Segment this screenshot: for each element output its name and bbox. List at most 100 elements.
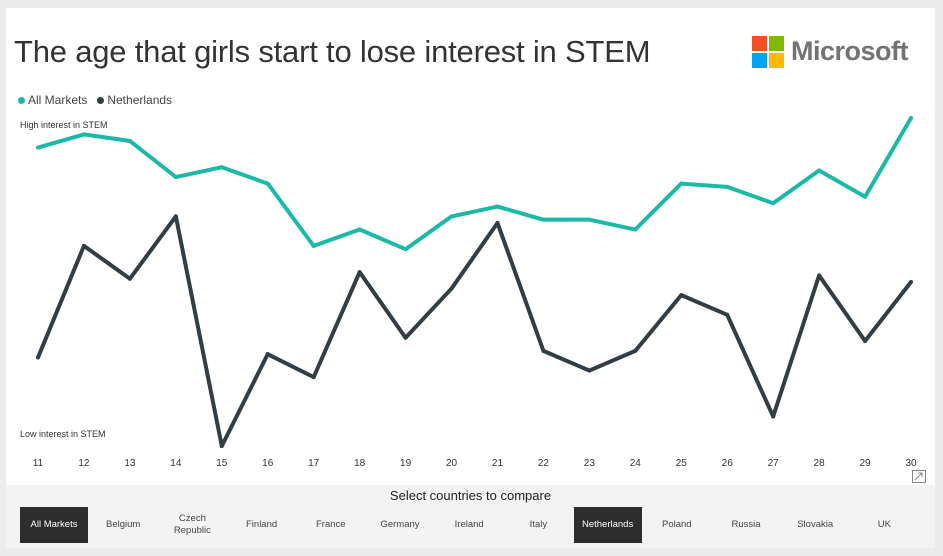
data-point[interactable] [127,138,132,143]
country-button-italy[interactable]: Italy [504,507,572,543]
data-point[interactable] [311,243,316,248]
data-point[interactable] [449,286,454,291]
data-point[interactable] [679,181,684,186]
line-chart: 11 12 13 14 15 16 17 18 19 20 21 22 23 24 25 26 27 28 29 30 [33,116,917,469]
data-point[interactable] [449,214,454,219]
x-tick-label: 22 [538,458,550,469]
x-tick-label: 12 [78,458,90,469]
x-tick-label: 20 [446,458,458,469]
legend-item-all-markets[interactable]: All Markets [18,93,87,107]
data-point[interactable] [219,444,224,448]
data-point[interactable] [863,339,868,344]
logo-square-green [769,36,784,51]
country-button-france[interactable]: France [297,507,365,543]
data-point[interactable] [311,375,316,380]
x-tick-label: 16 [262,458,274,469]
data-point[interactable] [817,273,822,278]
data-point[interactable] [909,280,913,284]
data-point[interactable] [633,348,638,353]
x-tick-label: 29 [859,458,871,469]
low-interest-label: Low interest in STEM [20,429,106,439]
data-point[interactable] [173,214,178,219]
page-title: The age that girls start to lose interes… [14,34,651,69]
country-button-russia[interactable]: Russia [712,507,780,543]
country-button-label: Italy [529,519,548,530]
country-button-ireland[interactable]: Ireland [435,507,503,543]
data-point[interactable] [909,116,913,120]
data-point[interactable] [541,348,546,353]
data-point[interactable] [633,227,638,232]
x-tick-label: 26 [722,458,734,469]
country-button-label: Finland [246,519,278,530]
expand-icon[interactable] [912,470,926,483]
report-card: The age that girls start to lose interes… [6,8,935,548]
data-point[interactable] [219,165,224,170]
data-point[interactable] [771,201,776,206]
country-button-label: All Markets [30,519,78,530]
data-point[interactable] [127,276,132,281]
country-button-label: Poland [662,519,692,530]
data-point[interactable] [36,145,40,150]
data-point[interactable] [81,132,86,137]
country-button-uk[interactable]: UK [850,507,918,543]
data-point[interactable] [541,217,546,222]
data-point[interactable] [725,184,730,189]
x-tick-label: 30 [905,458,917,469]
country-button-row: All Markets Belgium Czech Republic Finland F… [20,507,930,543]
country-button-label: Czech Republic [173,513,211,536]
legend-dot-netherlands [97,96,105,104]
x-tick-label: 28 [814,458,826,469]
x-tick-label: 24 [630,458,642,469]
data-point[interactable] [265,181,270,186]
data-point[interactable] [679,293,684,298]
country-button-label: Netherlands [581,519,634,530]
country-button-label: Germany [380,519,420,530]
country-button-poland[interactable]: Poland [643,507,711,543]
data-point[interactable] [81,243,86,248]
data-point[interactable] [495,204,500,209]
data-point[interactable] [265,352,270,357]
series-line-all-markets[interactable] [37,116,913,252]
country-button-label: Belgium [106,519,141,530]
data-point[interactable] [495,220,500,225]
data-point[interactable] [587,217,592,222]
country-button-label: France [316,519,346,530]
country-button-netherlands[interactable]: Netherlands [573,507,642,543]
x-tick-label: 11 [33,458,44,469]
country-button-all-markets[interactable]: All Markets [20,507,88,543]
series-line-netherlands[interactable] [36,214,913,448]
data-point[interactable] [863,194,868,199]
chart-legend: All Markets Netherlands [18,93,172,107]
country-button-germany[interactable]: Germany [366,507,434,543]
data-point[interactable] [173,175,178,180]
data-point[interactable] [403,247,408,252]
data-point[interactable] [817,168,822,173]
country-button-belgium[interactable]: Belgium [89,507,157,543]
data-point[interactable] [587,368,592,373]
x-tick-label: 15 [216,458,228,469]
x-tick-label: 23 [584,458,596,469]
x-tick-label: 17 [308,458,320,469]
data-point[interactable] [725,312,730,317]
selector-label: Select countries to compare [389,488,552,503]
x-tick-label: 14 [170,458,182,469]
logo-square-red [752,36,767,51]
legend-item-netherlands[interactable]: Netherlands [97,93,172,107]
data-point[interactable] [403,335,408,340]
logo-square-blue [752,53,767,68]
country-button-slovakia[interactable]: Slovakia [781,507,849,543]
x-tick-label: 13 [124,458,136,469]
country-button-label: Russia [731,519,761,530]
x-tick-label: 27 [768,458,780,469]
data-point[interactable] [771,414,776,419]
country-button-czech-republic[interactable]: Czech Republic [158,507,226,543]
country-button-label: Ireland [454,519,484,530]
data-point[interactable] [357,270,362,275]
logo-text: Microsoft [791,36,909,66]
country-button-finland[interactable]: Finland [228,507,296,543]
microsoft-logo-icon [752,36,784,68]
x-tick-label: 21 [492,458,504,469]
data-point[interactable] [36,355,40,360]
country-selector: Select countries to compare All Markets B… [6,485,935,548]
data-point[interactable] [357,227,362,232]
